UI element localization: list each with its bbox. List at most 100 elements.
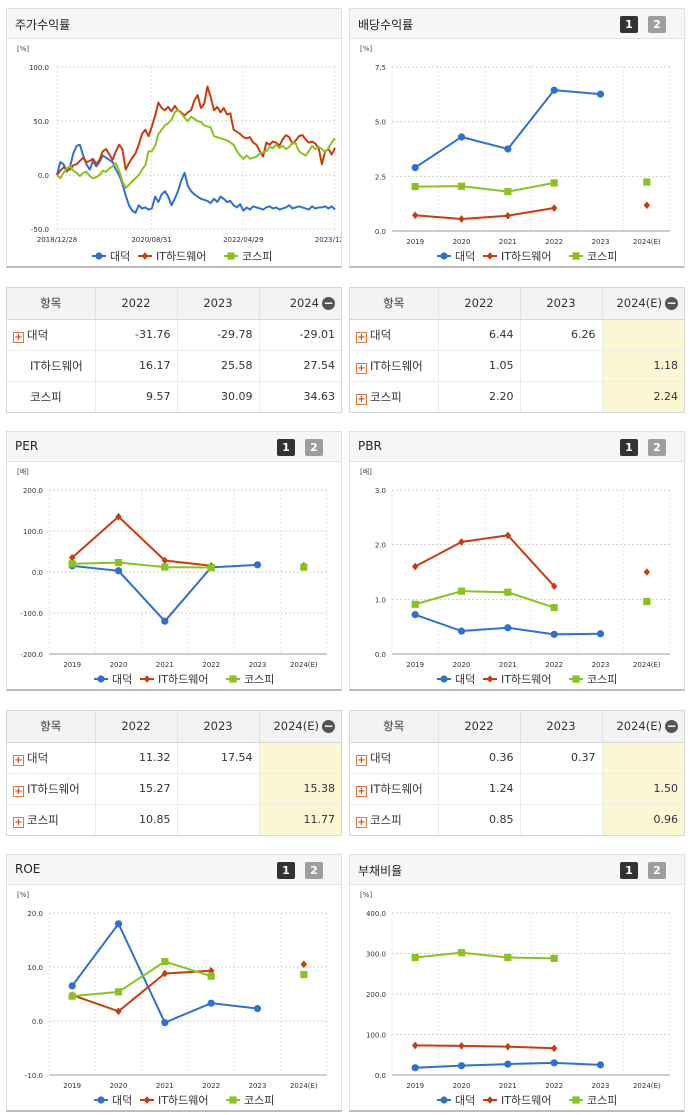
collapse-icon[interactable]: − [322,719,335,733]
data-point [68,992,76,1000]
table-cell [176,773,259,805]
row-label-text: 코스피 [370,812,402,827]
collapse-icon[interactable]: − [665,296,678,310]
data-point [504,624,512,632]
column-header: 2022 [94,711,177,743]
view-2-button[interactable]: 2 [648,16,666,33]
column-header: 항목 [7,288,95,320]
view-1-button[interactable]: 1 [620,862,638,879]
view-2-button[interactable]: 2 [648,862,666,879]
expand-icon[interactable]: + [356,393,367,405]
data-point [572,252,580,260]
y-unit-label: [%] [17,45,29,53]
expand-icon[interactable]: + [13,331,24,343]
y-tick-label: 100.0 [29,64,49,72]
row-label[interactable]: + IT하드웨어 [350,350,438,382]
x-tick-label: 2023 [592,238,610,246]
x-tick-label: 2024(E) [633,238,661,246]
y-tick-label: -100.0 [20,610,43,618]
data-point [458,1042,465,1050]
series-line [415,181,555,193]
row-label[interactable]: + IT하드웨어 [350,773,438,805]
row-label-text: 대덕 [27,750,49,765]
view-2-button[interactable]: 2 [305,862,323,879]
table-cell: 30.09 [176,381,259,412]
data-point [68,553,76,562]
data-point [68,560,76,568]
panel-header: PER 1 2 [7,432,341,462]
y-tick-label: 200.0 [366,991,386,999]
column-header: 2023 [176,711,259,743]
row-label[interactable]: + 대덕 [7,319,95,351]
table-cell: 16.17 [94,350,177,382]
data-point [504,145,512,153]
table-cell [601,742,684,774]
y-tick-label: 20.0 [27,910,43,918]
row-label[interactable]: + 대덕 [350,319,438,351]
table-row: IT하드웨어 16.17 25.58 27.54 [7,350,341,382]
expand-icon[interactable]: + [356,754,367,766]
stock-return-panel: 주가수익률 [%] 100.0 50.0 0.0 -50.0 2018/12/28 2020… [6,8,342,268]
expand-icon[interactable]: + [13,816,24,828]
expand-icon[interactable]: + [13,754,24,766]
row-label[interactable]: + 코스피 [350,381,438,412]
row-label[interactable]: + 코스피 [7,804,95,835]
row-label-text: IT하드웨어 [27,781,80,796]
series-line [414,590,555,609]
y-unit-label: [%] [17,891,29,899]
legend-item-daeduck: 대덕 [437,250,475,263]
data-point [457,133,466,141]
table-cell: 34.63 [258,381,341,412]
data-point [504,531,512,540]
row-label[interactable]: + 코스피 [350,804,438,835]
per-chart: [배] -200.0 -100.0 0.0 100.0 200.0 2019 2020 2021… [17,467,328,686]
data-point [161,556,169,565]
expand-icon[interactable]: + [13,785,24,797]
series-line-daeduck [56,143,336,214]
row-label[interactable]: + 대덕 [7,742,95,774]
table-row: 코스피 9.57 30.09 34.63 [7,381,341,412]
series-daeduck [411,611,605,638]
expand-icon[interactable]: + [356,816,367,828]
dividend-yield-table: 항목 2022 2023 2024(E) − + 대덕 6.44 6.26 + IT하드웨어 1.05… [349,287,685,413]
column-header: 항목 [350,711,438,743]
row-label: 코스피 [7,381,95,412]
data-point [411,953,419,962]
panel-title: PER [15,439,39,453]
row-label-text: 코스피 [30,389,62,404]
view-2-button[interactable]: 2 [305,439,323,456]
table-cell: 17.54 [176,742,259,774]
data-point [504,953,512,962]
view-1-button[interactable]: 1 [277,439,295,456]
series-daeduck [411,86,605,172]
table-row: + 대덕 -31.76 -29.78 -29.01 [7,319,341,351]
row-label-text: IT하드웨어 [370,781,423,796]
data-point [457,182,466,190]
data-point [161,1019,169,1027]
row-label-text: 대덕 [27,327,49,342]
collapse-icon[interactable]: − [665,719,678,733]
collapse-icon[interactable]: − [322,296,335,310]
view-1-button[interactable]: 1 [620,16,638,33]
expand-icon[interactable]: + [356,331,367,343]
view-1-button[interactable]: 1 [277,862,295,879]
series-kospi [68,558,308,572]
view-1-button[interactable]: 1 [620,439,638,456]
data-point [457,587,466,595]
data-table: 항목 2022 2023 2024(E) − + 대덕 11.32 17.54 + IT하드웨어 15… [7,711,341,835]
expand-icon[interactable]: + [356,785,367,797]
view-2-button[interactable]: 2 [648,439,666,456]
expand-icon[interactable]: + [356,362,367,374]
data-point [411,183,419,191]
row-label[interactable]: + 대덕 [350,742,438,774]
x-tick-label: 2024(E) [633,661,661,669]
column-header: 2024(E) − [601,288,684,320]
data-point [440,675,448,683]
data-point [458,215,465,223]
data-point [486,675,494,683]
legend-item-daeduck: 대덕 [437,1094,475,1107]
legend-item-kospi: 코스피 [569,250,617,263]
data-point [97,1096,105,1104]
row-label-text: 코스피 [370,389,402,404]
row-label[interactable]: + IT하드웨어 [7,773,95,805]
